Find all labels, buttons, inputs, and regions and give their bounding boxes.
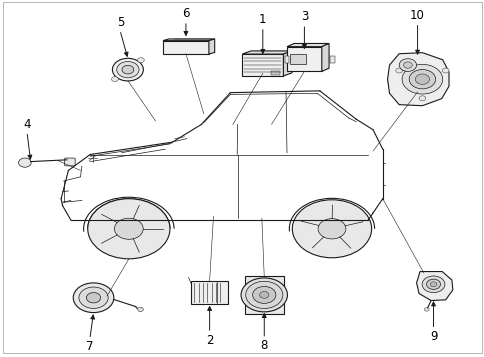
Circle shape bbox=[111, 77, 118, 82]
Text: 4: 4 bbox=[24, 118, 31, 131]
Circle shape bbox=[259, 292, 268, 298]
Text: 5: 5 bbox=[117, 16, 124, 29]
Circle shape bbox=[86, 292, 101, 303]
Circle shape bbox=[241, 278, 287, 312]
Circle shape bbox=[403, 62, 411, 68]
Circle shape bbox=[88, 199, 169, 259]
Bar bbox=[271, 71, 279, 75]
Bar bbox=[329, 55, 334, 62]
Bar bbox=[244, 276, 284, 313]
Circle shape bbox=[408, 70, 435, 89]
Circle shape bbox=[137, 307, 143, 312]
FancyBboxPatch shape bbox=[64, 158, 75, 166]
Bar bbox=[289, 54, 305, 64]
Circle shape bbox=[421, 276, 444, 293]
Circle shape bbox=[245, 281, 282, 308]
Circle shape bbox=[114, 218, 143, 239]
Polygon shape bbox=[287, 47, 321, 71]
Polygon shape bbox=[163, 39, 214, 41]
Circle shape bbox=[398, 59, 416, 71]
Polygon shape bbox=[209, 39, 214, 54]
Circle shape bbox=[401, 64, 442, 94]
Polygon shape bbox=[283, 51, 291, 76]
Circle shape bbox=[429, 282, 436, 287]
Circle shape bbox=[252, 286, 275, 303]
Circle shape bbox=[418, 96, 425, 101]
Circle shape bbox=[112, 58, 143, 81]
Circle shape bbox=[79, 287, 108, 308]
Text: 8: 8 bbox=[260, 340, 267, 352]
Text: 9: 9 bbox=[429, 330, 437, 343]
Circle shape bbox=[441, 68, 448, 73]
Polygon shape bbox=[242, 54, 283, 76]
Circle shape bbox=[424, 308, 428, 311]
Text: 3: 3 bbox=[300, 10, 307, 23]
Circle shape bbox=[73, 283, 114, 313]
Circle shape bbox=[292, 200, 371, 258]
Circle shape bbox=[18, 158, 31, 167]
Circle shape bbox=[414, 74, 429, 84]
Text: 6: 6 bbox=[182, 7, 189, 20]
Circle shape bbox=[395, 68, 402, 73]
Circle shape bbox=[318, 218, 345, 239]
Circle shape bbox=[425, 279, 439, 290]
Bar bbox=[191, 281, 227, 304]
Circle shape bbox=[117, 61, 139, 78]
Polygon shape bbox=[416, 272, 452, 301]
Polygon shape bbox=[321, 44, 328, 71]
Text: 7: 7 bbox=[86, 340, 94, 353]
Polygon shape bbox=[163, 41, 209, 54]
Text: 1: 1 bbox=[258, 13, 266, 26]
Polygon shape bbox=[242, 51, 291, 54]
Circle shape bbox=[137, 58, 144, 62]
Text: 10: 10 bbox=[409, 9, 424, 22]
Bar bbox=[284, 55, 289, 62]
Polygon shape bbox=[387, 53, 448, 106]
Polygon shape bbox=[287, 44, 328, 47]
Text: 2: 2 bbox=[205, 334, 213, 347]
Circle shape bbox=[122, 65, 134, 74]
